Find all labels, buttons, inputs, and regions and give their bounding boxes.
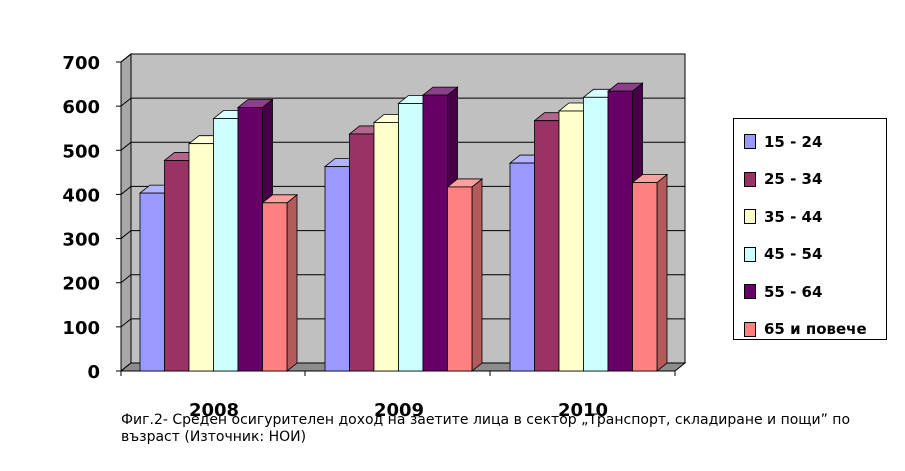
gridline (120, 53, 685, 63)
legend-label: 45 - 54 (764, 245, 823, 264)
legend-item: 25 - 34 (744, 161, 886, 199)
bar-front (262, 202, 288, 372)
x-tick-labels: 2008 2009 2010 (189, 400, 608, 421)
legend-label: 15 - 24 (764, 132, 823, 151)
figure-caption: Фиг.2- Среден осигурителен доход на зает… (121, 412, 851, 445)
legend-item: 35 - 44 (744, 198, 886, 236)
gridline (120, 185, 685, 195)
y-tick-label: 500 (62, 141, 100, 162)
bar (236, 98, 274, 372)
gridline (120, 97, 685, 107)
y-tick-label: 400 (62, 185, 100, 206)
x-tick-label: 2010 (558, 400, 608, 421)
bar-front (398, 103, 424, 372)
y-tick-labels: 0 100 200 300 400 500 600 700 (62, 53, 100, 383)
y-tick-label: 100 (62, 318, 100, 339)
bar-front (139, 192, 165, 372)
bar-front (324, 166, 350, 372)
bar-front (583, 96, 609, 372)
x-tick-label: 2008 (189, 400, 239, 421)
legend-label: 55 - 64 (764, 282, 823, 301)
bar-front (558, 110, 584, 372)
legend-swatch (744, 246, 756, 262)
bar-side (471, 178, 483, 372)
gridline (120, 230, 685, 239)
legend-item: 15 - 24 (744, 123, 886, 161)
y-tick-label: 700 (62, 53, 100, 74)
bar-front (213, 118, 239, 372)
bar-front (509, 162, 535, 372)
legend-swatch (744, 209, 756, 225)
y-tick-label: 200 (62, 274, 100, 295)
gridline (120, 274, 685, 284)
bar-side (286, 193, 298, 372)
bar (631, 173, 669, 372)
bar-front (607, 90, 633, 372)
gridline (120, 141, 685, 151)
y-tick-label: 600 (62, 97, 100, 118)
bar-front (164, 160, 190, 372)
gridline (120, 318, 685, 328)
bar-front (632, 182, 658, 372)
legend: 15 - 24 25 - 34 35 - 44 45 - 54 55 - 64 65 и … (733, 118, 887, 340)
x-tick-label: 2009 (374, 400, 424, 421)
legend-swatch (744, 134, 756, 150)
bar-front (349, 133, 375, 372)
y-tick-label: 300 (62, 230, 100, 251)
legend-swatch (744, 284, 756, 300)
legend-item: 65 и повече (744, 311, 886, 349)
legend-label: 35 - 44 (764, 207, 823, 226)
legend-label: 65 и повече (764, 320, 867, 339)
bars (138, 82, 669, 372)
legend-swatch (744, 321, 756, 337)
bar (261, 193, 299, 372)
legend-item: 55 - 64 (744, 273, 886, 311)
legend-item: 45 - 54 (744, 236, 886, 274)
bar-front (237, 107, 263, 372)
bar-side (656, 173, 668, 372)
bar (446, 178, 484, 372)
bar-front (534, 120, 560, 372)
y-tick-label: 0 (87, 362, 100, 383)
legend-swatch (744, 171, 756, 187)
bar-front (188, 143, 214, 372)
legend-label: 25 - 34 (764, 170, 823, 189)
bar-front (373, 122, 399, 372)
bar-front (447, 186, 473, 372)
bar-front (422, 94, 448, 372)
gridlines (120, 53, 685, 328)
